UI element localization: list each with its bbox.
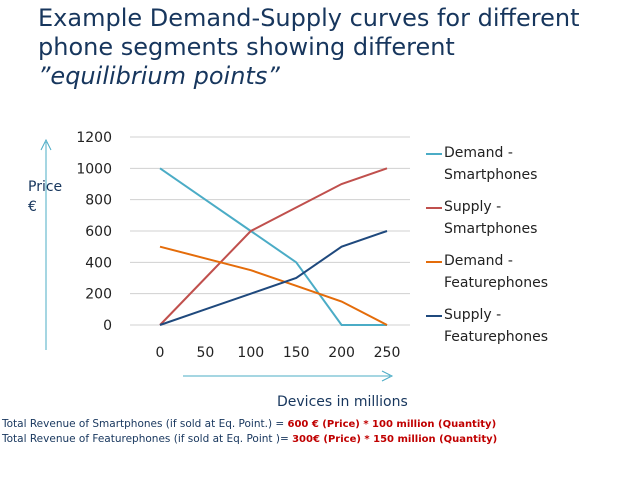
x-tick-label: 250 (374, 345, 401, 361)
series-lines (159, 167, 388, 326)
smartphone-revenue-line: Total Revenue of Smartphones (if sold at… (2, 417, 497, 432)
title-line-2: phone segments showing different (38, 33, 455, 61)
x-axis-arrow-icon (183, 370, 394, 382)
y-axis-unit: € (28, 199, 37, 215)
y-tick-label: 1000 (76, 161, 112, 177)
series-line-1 (159, 167, 388, 326)
chart-legend: Demand - Smartphones Supply - Smartphone… (426, 142, 636, 358)
featurephone-revenue-value: 300€ (Price) * 150 million (Quantity) (292, 434, 498, 445)
y-axis-arrow-icon (40, 138, 52, 350)
legend-label-line2: Smartphones (444, 221, 538, 237)
y-axis-label: Price € (28, 177, 62, 217)
revenue-footnote: Total Revenue of Smartphones (if sold at… (2, 417, 497, 447)
legend-label-line1: Demand - (444, 253, 513, 269)
legend-item-demand-featurephones: Demand - Featurephones (426, 250, 636, 304)
y-axis-label-text: Price (28, 179, 63, 195)
slide-title: Example Demand-Supply curves for differe… (38, 4, 598, 91)
x-tick-label: 200 (328, 345, 355, 361)
smartphone-revenue-text: Total Revenue of Smartphones (if sold at… (2, 418, 288, 430)
title-line-1: Example Demand-Supply curves for differe… (38, 4, 580, 32)
legend-swatch (426, 207, 442, 209)
x-tick-label: 50 (196, 345, 214, 361)
series-line-3 (159, 230, 388, 326)
featurephone-revenue-text: Total Revenue of Featurephones (if sold … (2, 433, 293, 445)
y-tick-labels: 0 200 400 600 800 1000 1200 (76, 130, 112, 334)
smartphone-revenue-value: 600 € (Price) * 100 million (Quantity) (287, 419, 497, 430)
y-tick-label: 200 (85, 287, 112, 303)
title-line-3: ”equilibrium points” (38, 62, 280, 90)
legend-label-line1: Supply - (444, 199, 502, 215)
legend-item-demand-smartphones: Demand - Smartphones (426, 142, 636, 196)
x-axis-label: Devices in millions (277, 394, 408, 410)
legend-label-line1: Demand - (444, 145, 513, 161)
legend-swatch (426, 261, 442, 263)
x-tick-label: 0 (156, 345, 165, 361)
x-tick-label: 100 (237, 345, 264, 361)
y-tick-label: 800 (85, 193, 112, 209)
legend-label-line2: Smartphones (444, 167, 538, 183)
legend-item-supply-smartphones: Supply - Smartphones (426, 196, 636, 250)
series-line-2 (159, 245, 388, 326)
legend-label-line2: Featurephones (444, 275, 549, 291)
y-tick-label: 1200 (76, 130, 112, 146)
y-tick-label: 600 (85, 224, 112, 240)
legend-item-supply-featurephones: Supply - Featurephones (426, 304, 636, 358)
legend-swatch (426, 153, 442, 155)
legend-swatch (426, 315, 442, 317)
legend-label-line2: Featurephones (444, 329, 549, 345)
x-tick-label: 150 (283, 345, 310, 361)
chart-grid (130, 136, 410, 326)
featurephone-revenue-line: Total Revenue of Featurephones (if sold … (2, 432, 497, 447)
x-tick-labels: 0 50 100 150 200 250 (156, 345, 401, 361)
legend-label-line1: Supply - (444, 307, 502, 323)
y-tick-label: 400 (85, 255, 112, 271)
series-line-0 (159, 167, 387, 326)
y-tick-label: 0 (103, 318, 112, 334)
